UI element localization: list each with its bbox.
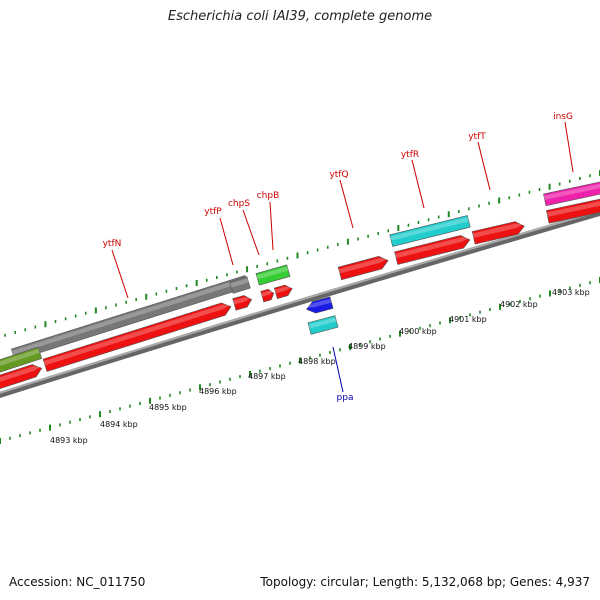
gene-label-ytfT: ytfT	[468, 132, 486, 142]
genome-backbone	[0, 209, 600, 398]
genome-summary-text: Topology: circular; Length: 5,132,068 bp…	[260, 575, 590, 589]
cds-ytfP	[232, 295, 253, 311]
kbp-label: 4903 kbp	[552, 288, 590, 297]
tick-marks	[0, 170, 600, 444]
kbp-label: 4898 kbp	[298, 357, 336, 366]
kbp-label: 4895 kbp	[149, 403, 187, 412]
gene-label-insG: insG	[553, 112, 573, 122]
gene-label-ytfR: ytfR	[401, 150, 419, 160]
gene-label-chpB: chpB	[257, 191, 280, 201]
gene-label-chpS: chpS	[228, 199, 250, 209]
backbone-line	[0, 209, 600, 398]
backbone-highlight	[0, 209, 600, 394]
green-feature	[255, 264, 291, 286]
leader-ytfN	[111, 249, 129, 299]
label-leaders	[111, 121, 574, 393]
feature-track	[0, 179, 600, 391]
cds-ytfN	[42, 302, 232, 372]
kbp-label: 4900 kbp	[399, 327, 437, 336]
kbp-label: 4897 kbp	[248, 372, 286, 381]
leader-chpS	[242, 209, 260, 256]
cds-chpS	[260, 288, 275, 303]
gene-label-ppa: ppa	[337, 393, 354, 403]
kbp-label: 4901 kbp	[449, 315, 487, 324]
kbp-label: 4894 kbp	[100, 420, 138, 429]
kbp-label: 4902 kbp	[500, 300, 538, 309]
leader-ytfP	[219, 217, 234, 266]
cds-chpB	[273, 284, 293, 300]
accession-text: Accession: NC_011750	[9, 575, 146, 589]
gene-label-ytfQ: ytfQ	[329, 170, 348, 180]
cds-ytfT	[471, 221, 525, 245]
kbp-labels: 4893 kbp 4894 kbp 4895 kbp 4896 kbp 4897 kbp…	[50, 288, 590, 445]
cds-insG-region	[546, 198, 600, 224]
olive-feature	[0, 346, 43, 374]
gray-feature-small	[229, 276, 251, 294]
gene-label-ytfN: ytfN	[103, 239, 122, 249]
kbp-label: 4896 kbp	[199, 387, 237, 396]
leader-ytfR	[411, 159, 425, 209]
leader-ppa	[332, 346, 344, 393]
gene-labels: ytfN ytfP chpS chpB ytfQ ytfR ytfT insG ppa	[103, 112, 573, 403]
cds-left-edge	[0, 364, 43, 391]
teal-feature-upper	[389, 215, 471, 247]
genome-title: Escherichia coli IAI39, complete genome	[167, 9, 433, 24]
leader-chpB	[269, 201, 274, 251]
cds-ppa-reverse	[305, 296, 334, 314]
cds-ytfQ	[337, 256, 389, 281]
leader-ytfQ	[339, 179, 354, 229]
gene-label-ytfP: ytfP	[204, 207, 222, 217]
cds-ytfR	[394, 235, 471, 265]
leader-insG	[564, 121, 574, 173]
kbp-label: 4893 kbp	[50, 436, 88, 445]
leader-ytfT	[477, 141, 491, 191]
magenta-feature	[543, 179, 600, 207]
kbp-label: 4899 kbp	[348, 342, 386, 351]
teal-feature-lower	[307, 315, 339, 335]
